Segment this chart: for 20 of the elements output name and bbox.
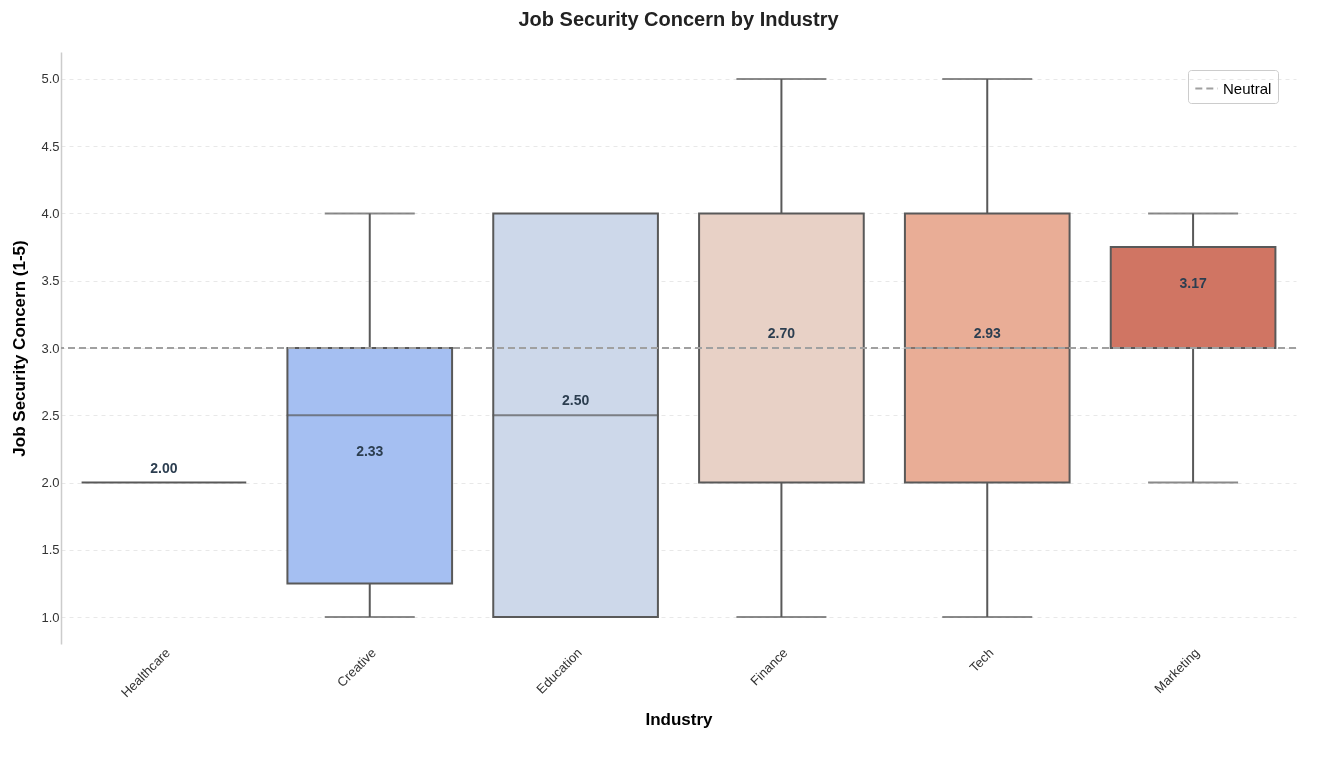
y-tick-label: 1.5 (41, 542, 60, 558)
annotation: 3.17 (1179, 274, 1207, 291)
y-tick-label: 4.5 (41, 138, 60, 154)
chart-title: Job Security Concern by Industry (518, 8, 840, 30)
legend-label: Neutral (1223, 79, 1272, 97)
y-axis-title: Job Security Concern (1-5) (10, 240, 30, 457)
y-tick-label: 1.0 (41, 609, 60, 625)
x-axis-title: Industry (645, 710, 714, 730)
annotation: 2.33 (356, 442, 384, 459)
y-tick-label: 2.0 (41, 475, 60, 491)
annotation: 2.70 (767, 325, 796, 341)
y-tick-label: 4.0 (41, 205, 60, 221)
annotation: 2.00 (150, 459, 178, 476)
y-tick-label: 5.0 (41, 71, 60, 87)
y-tick-label: 3.5 (41, 273, 60, 289)
y-tick-label: 3.0 (41, 340, 60, 356)
y-tick-label: 2.5 (41, 407, 60, 423)
annotation: 2.50 (561, 392, 590, 409)
annotation: 2.93 (973, 325, 1002, 341)
x-tick-label: Tech (966, 645, 997, 676)
